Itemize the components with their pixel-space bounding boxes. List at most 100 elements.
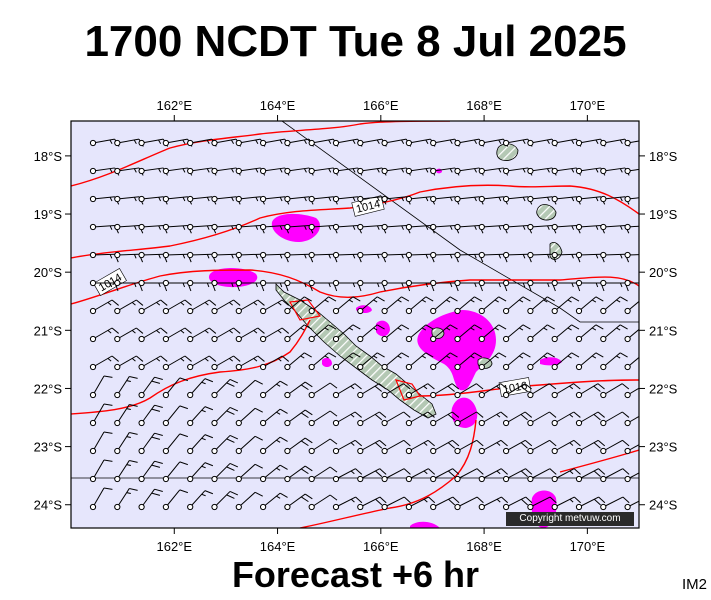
wind-barb-icon (430, 468, 460, 483)
wind-barb-icon (235, 491, 263, 511)
wind-barb-icon (454, 496, 484, 511)
lon-tick-label-top: 170°E (570, 98, 606, 113)
wind-barb-icon (211, 299, 241, 315)
wind-barb-icon (162, 405, 189, 427)
lat-tick-label-left: 18°S (34, 149, 63, 164)
wind-barb-icon (624, 356, 639, 371)
wind-barb-icon (503, 496, 533, 511)
wind-barb-icon (211, 138, 241, 147)
wind-barb-icon (551, 352, 580, 371)
lat-tick-label-left: 23°S (34, 440, 63, 455)
wind-barb-icon (162, 299, 192, 315)
island-shape (275, 283, 437, 419)
wind-barb-icon (430, 411, 460, 427)
wind-barb-icon (284, 251, 314, 263)
lat-tick-label-right: 19°S (649, 207, 678, 222)
wind-barb-icon (332, 352, 361, 371)
wind-barb-icon (284, 437, 313, 455)
wind-barb-icon (405, 383, 435, 399)
wind-barb-icon (430, 383, 460, 399)
wind-barb-icon (575, 352, 604, 371)
wind-barb-icon (114, 404, 138, 427)
lon-tick-label-bottom: 168°E (466, 539, 502, 554)
wind-barb-icon (381, 352, 410, 371)
boundary-line (281, 121, 639, 323)
wind-barb-icon (211, 355, 241, 371)
wind-barb-icon (211, 490, 239, 511)
wind-barb-icon (89, 487, 113, 511)
wind-barb-icon (284, 381, 313, 399)
rain-area (271, 213, 320, 242)
wind-barb-icon (478, 352, 507, 371)
wind-barb-icon (260, 492, 288, 511)
wind-barb-icon (357, 167, 387, 176)
wind-barb-icon (381, 468, 411, 483)
wind-barb-icon (187, 406, 214, 427)
wind-barb-icon (478, 411, 508, 427)
product-code: IM2 (681, 576, 707, 593)
wind-barb-icon (357, 411, 387, 427)
lon-tick-label-bottom: 162°E (156, 539, 192, 554)
wind-barb-icon (138, 432, 163, 455)
rain-area (540, 357, 562, 366)
wind-barb-icon (600, 411, 630, 427)
wind-barb-icon (89, 375, 113, 399)
wind-barb-icon (527, 383, 557, 399)
rain-area (208, 268, 258, 288)
wind-barb-icon (405, 279, 435, 292)
forecast-label: Forecast +6 hr (231, 554, 480, 595)
wind-barb-icon (308, 466, 338, 483)
wind-barb-icon (162, 251, 192, 263)
wind-barb-icon (600, 251, 630, 263)
wind-barb-icon (211, 462, 239, 483)
wind-barb-icon (600, 296, 628, 315)
wind-barb-icon (114, 327, 144, 343)
wind-barb-icon (138, 279, 168, 292)
wind-barb-icon (187, 299, 217, 315)
wind-barb-icon (260, 380, 288, 399)
wind-barb-icon (162, 489, 189, 511)
wind-barb-icon (478, 324, 507, 343)
wind-barb-icon (405, 439, 435, 455)
isobar-line (71, 121, 451, 187)
wind-barb-icon (138, 460, 163, 483)
lat-tick-label-right: 23°S (649, 440, 678, 455)
lat-tick-label-right: 18°S (649, 149, 678, 164)
wind-barb-icon (430, 496, 460, 511)
wind-barb-icon (454, 167, 484, 176)
wind-barb-icon (357, 439, 387, 455)
wind-barb-icon (138, 488, 163, 511)
wind-barb-icon (114, 138, 144, 147)
wind-barb-icon (454, 251, 484, 263)
wind-barb-icon (114, 376, 138, 399)
wind-barb-icon (284, 493, 313, 511)
isobar-line (299, 419, 477, 528)
isobar-line (419, 379, 639, 397)
wind-barb-icon (624, 444, 639, 455)
wind-barb-icon (284, 279, 313, 292)
wind-barb-icon (187, 378, 214, 399)
wind-barb-icon (308, 438, 338, 455)
wind-barb-icon (114, 299, 144, 315)
rain-area (410, 521, 440, 528)
wind-barb-icon (405, 496, 436, 511)
wind-barb-icon (89, 299, 119, 315)
wind-barb-icon (454, 468, 484, 483)
wind-barb-icon (260, 464, 288, 483)
wind-barb-icon (162, 377, 189, 399)
isobar-label-text: 1016 (502, 380, 528, 396)
wind-barb-icon (575, 251, 605, 263)
wind-barb-icon (284, 296, 312, 315)
wind-barb-icon (430, 324, 458, 343)
wind-barb-icon (187, 138, 217, 147)
lon-tick-label-bottom: 164°E (260, 539, 296, 554)
wind-barb-icon (478, 468, 508, 483)
wind-barb-icon (235, 379, 263, 399)
wind-barb-icon (381, 439, 411, 455)
wind-barb-icon (187, 462, 214, 483)
lat-tick-label-left: 22°S (34, 381, 63, 396)
wind-barb-icon (332, 468, 363, 483)
wind-barb-icon (332, 296, 361, 315)
wind-barb-icon (260, 408, 288, 427)
